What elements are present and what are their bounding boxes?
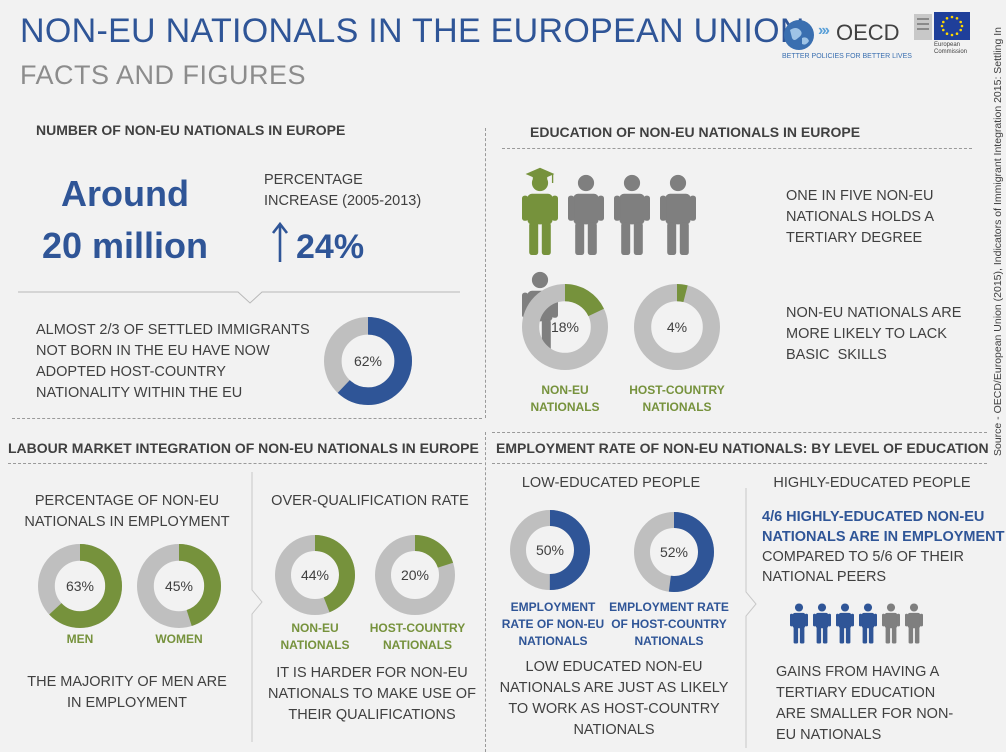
horizontal-divider-left — [12, 418, 482, 419]
donut-segment — [634, 512, 714, 592]
donut-segment — [522, 284, 608, 370]
education-section-heading: EDUCATION OF NON-EU NATIONALS IN EUROPE — [530, 124, 861, 140]
vertical-divider-bottom — [485, 432, 486, 752]
big-figure-line1: Around — [61, 173, 189, 214]
graduate-person-icon — [522, 167, 558, 255]
oecd-logo-text: OECD — [836, 20, 900, 45]
person-icon — [882, 603, 901, 644]
education-donut-host-country-caption: HOST-COUNTRY NATIONALS — [629, 383, 725, 414]
employment-rate-heading-underline — [492, 463, 987, 464]
employment-divider-arrow — [745, 488, 757, 748]
person-icon — [836, 603, 855, 644]
labour-heading-underline — [8, 463, 482, 464]
donut-value-label: 50% — [536, 542, 564, 558]
highly-educated-text: COMPARED TO 5/6 OF THEIR NATIONAL PEERS — [762, 549, 964, 585]
donut-value-label: 44% — [301, 567, 329, 583]
donut-value-label: 18% — [551, 319, 579, 335]
low-edu-donut-host-country: 52% — [634, 512, 714, 592]
employment-caption-men: MEN — [66, 632, 94, 646]
education-donut-non-eu-caption: NON-EU NATIONALS — [530, 383, 600, 414]
donut-segment — [137, 544, 221, 628]
person-icon — [568, 174, 605, 255]
increase-value: 24% — [296, 228, 365, 266]
person-icon — [813, 603, 832, 644]
donut-value-label: 20% — [401, 567, 429, 583]
overqual-caption-host-country: HOST-COUNTRY NATIONALS — [369, 621, 466, 652]
oecd-tagline: BETTER POLICIES FOR BETTER LIVES — [782, 53, 912, 60]
callout-line — [18, 291, 460, 304]
horizontal-divider-right — [492, 432, 987, 433]
employment-people-pictogram — [790, 598, 950, 646]
highly-educated-bold: 4/6 HIGHLY-EDUCATED NON-EU NATIONALS ARE… — [762, 509, 1005, 545]
low-edu-donut-non-eu: 50% — [510, 510, 590, 590]
donut-segment — [324, 317, 412, 405]
source-note: Source - OECD/European Union (2015), Ind… — [992, 27, 1004, 456]
gains-text: GAINS FROM HAVING A TERTIARY EDUCATION A… — [776, 664, 954, 743]
employment-rate-heading: EMPLOYMENT RATE OF NON-EU NATIONALS: BY … — [496, 440, 989, 456]
eu-stars-icon — [940, 15, 964, 37]
employment-donut-men: 63% — [38, 544, 122, 628]
donut-value-label: 63% — [66, 578, 94, 594]
tertiary-text: ONE IN FIVE NON-EU NATIONALS HOLDS A TER… — [786, 188, 934, 246]
number-section-heading: NUMBER OF NON-EU NATIONALS IN EUROPE — [36, 122, 346, 138]
highly-educated-label: HIGHLY-EDUCATED PEOPLE — [773, 475, 971, 491]
employment-label: PERCENTAGE OF NON-EU NATIONALS IN EMPLOY… — [24, 493, 230, 530]
donut-segment — [510, 510, 590, 590]
overqual-donut-non-eu: 44% — [275, 535, 355, 615]
donut-segment — [275, 535, 355, 615]
donut-segment — [634, 284, 720, 370]
employment-text: THE MAJORITY OF MEN ARE IN EMPLOYMENT — [27, 674, 227, 711]
arrow-up-icon — [271, 221, 289, 262]
low-educated-label: LOW-EDUCATED PEOPLE — [521, 475, 701, 491]
big-figure-line2: 20 million — [41, 225, 209, 266]
percentage-label-line2: INCREASE (2005-2013) — [264, 193, 422, 209]
globe-icon — [784, 20, 814, 50]
ec-logo: European Commission — [914, 10, 974, 60]
employment-donut-women: 45% — [137, 544, 221, 628]
donut-value-label: 4% — [667, 319, 687, 335]
education-donut-host-country: 4% — [634, 284, 720, 370]
donut-value-label: 52% — [660, 544, 688, 560]
skills-text: NON-EU NATIONALS ARE MORE LIKELY TO LACK… — [786, 305, 962, 363]
person-icon — [660, 174, 697, 255]
person-icon — [790, 603, 808, 644]
person-icon — [859, 603, 878, 644]
low-edu-text: LOW EDUCATED NON-EU NATIONALS ARE JUST A… — [499, 659, 729, 738]
donut-segment — [38, 544, 122, 628]
labour-divider-arrow — [251, 472, 263, 742]
education-donut-non-eu: 18% — [522, 284, 608, 370]
education-heading-underline — [502, 148, 972, 149]
low-edu-caption-host-country: EMPLOYMENT RATE OF HOST-COUNTRY NATIONAL… — [609, 600, 729, 648]
overqual-label: OVER-QUALIFICATION RATE — [271, 493, 469, 509]
vertical-divider-top — [485, 128, 486, 418]
donut-value-label: 62% — [354, 353, 382, 369]
oecd-logo: ››› OECD BETTER POLICIES FOR BETTER LIVE… — [782, 20, 912, 60]
ec-logo-text: European Commission — [934, 42, 968, 55]
page-title: NON-EU NATIONALS IN THE EUROPEAN UNION — [20, 12, 805, 50]
overqual-text: IT IS HARDER FOR NON-EU NATIONALS TO MAK… — [268, 665, 476, 723]
person-icon — [905, 603, 924, 644]
page-subtitle: FACTS AND FIGURES — [20, 60, 307, 90]
donut-segment — [375, 535, 455, 615]
nationality-text: ALMOST 2/3 OF SETTLED IMMIGRANTS NOT BOR… — [36, 322, 310, 401]
employment-caption-women: WOMEN — [155, 632, 203, 646]
percentage-label-line1: PERCENTAGE — [264, 172, 363, 188]
donut-value-label: 45% — [165, 578, 193, 594]
overqual-caption-non-eu: NON-EU NATIONALS — [280, 621, 350, 652]
overqual-donut-host-country: 20% — [375, 535, 455, 615]
education-people-pictogram — [522, 164, 752, 352]
labour-section-heading: LABOUR MARKET INTEGRATION OF NON-EU NATI… — [8, 440, 479, 456]
person-icon — [614, 174, 651, 255]
low-edu-caption-non-eu: EMPLOYMENT RATE OF NON-EU NATIONALS — [501, 600, 605, 648]
nationality-donut: 62% — [324, 317, 412, 405]
